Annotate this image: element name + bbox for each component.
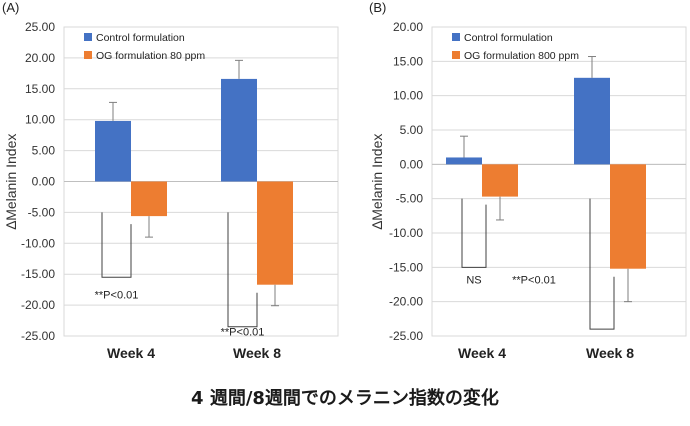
- x-category-label: Week 8: [586, 345, 634, 361]
- figure-caption: 4 週間/8週間でのメラニン指数の変化: [191, 388, 499, 409]
- x-category-label: Week 8: [233, 345, 281, 361]
- y-tick-label: 10.00: [25, 113, 55, 127]
- y-axis-label: ∆Melanin Index: [3, 134, 19, 230]
- y-tick-label: -25.00: [389, 329, 423, 343]
- legend-swatch: [84, 33, 92, 41]
- legend-swatch: [452, 51, 460, 59]
- y-axis-label: ∆Melanin Index: [369, 134, 385, 230]
- significance-bracket: [227, 212, 258, 328]
- y-tick-label: 5.00: [32, 144, 56, 158]
- significance-bracket: [461, 198, 487, 268]
- bar-og: [482, 164, 518, 197]
- legend-swatch: [452, 33, 460, 41]
- y-tick-label: -15.00: [389, 260, 423, 274]
- y-tick-label: 0.00: [32, 175, 56, 189]
- y-tick-label: 5.00: [400, 123, 424, 137]
- bar-og: [257, 181, 293, 285]
- legend-entry: Control formulation: [464, 32, 553, 44]
- y-tick-label: -25.00: [21, 329, 55, 343]
- significance-label: **P<0.01: [95, 290, 139, 302]
- y-tick-label: 20.00: [25, 51, 55, 65]
- panel-label: (A): [2, 0, 19, 15]
- significance-label: **P<0.01: [512, 275, 556, 287]
- y-tick-label: 20.00: [393, 20, 423, 34]
- y-tick-label: -5.00: [396, 192, 424, 206]
- legend-entry: OG formulation 800 ppm: [464, 50, 579, 62]
- y-tick-label: 15.00: [393, 54, 423, 68]
- y-tick-label: -10.00: [389, 226, 423, 240]
- plot-area-frame: [431, 26, 687, 337]
- bar-og: [131, 181, 167, 217]
- panel-label: (B): [369, 0, 386, 15]
- y-tick-label: 0.00: [400, 157, 424, 171]
- x-category-label: Week 4: [458, 345, 506, 361]
- y-tick-label: 25.00: [25, 20, 55, 34]
- legend-entry: OG formulation 80 ppm: [96, 50, 205, 62]
- significance-bracket: [101, 212, 132, 278]
- bar-control: [446, 157, 482, 165]
- bar-control: [95, 120, 131, 182]
- y-tick-label: 15.00: [25, 82, 55, 96]
- y-tick-label: -20.00: [21, 298, 55, 312]
- y-tick-label: 10.00: [393, 89, 423, 103]
- y-tick-label: -20.00: [389, 295, 423, 309]
- bar-control: [221, 78, 257, 182]
- legend-entry: Control formulation: [96, 32, 185, 44]
- bar-control: [574, 77, 610, 165]
- bar-og: [610, 164, 646, 269]
- legend-swatch: [84, 51, 92, 59]
- y-tick-label: -10.00: [21, 236, 55, 250]
- significance-bracket: [589, 198, 615, 330]
- x-category-label: Week 4: [107, 345, 155, 361]
- significance-label: **P<0.01: [221, 327, 265, 339]
- y-tick-label: -15.00: [21, 267, 55, 281]
- y-tick-label: -5.00: [28, 205, 56, 219]
- significance-label: NS: [466, 275, 481, 287]
